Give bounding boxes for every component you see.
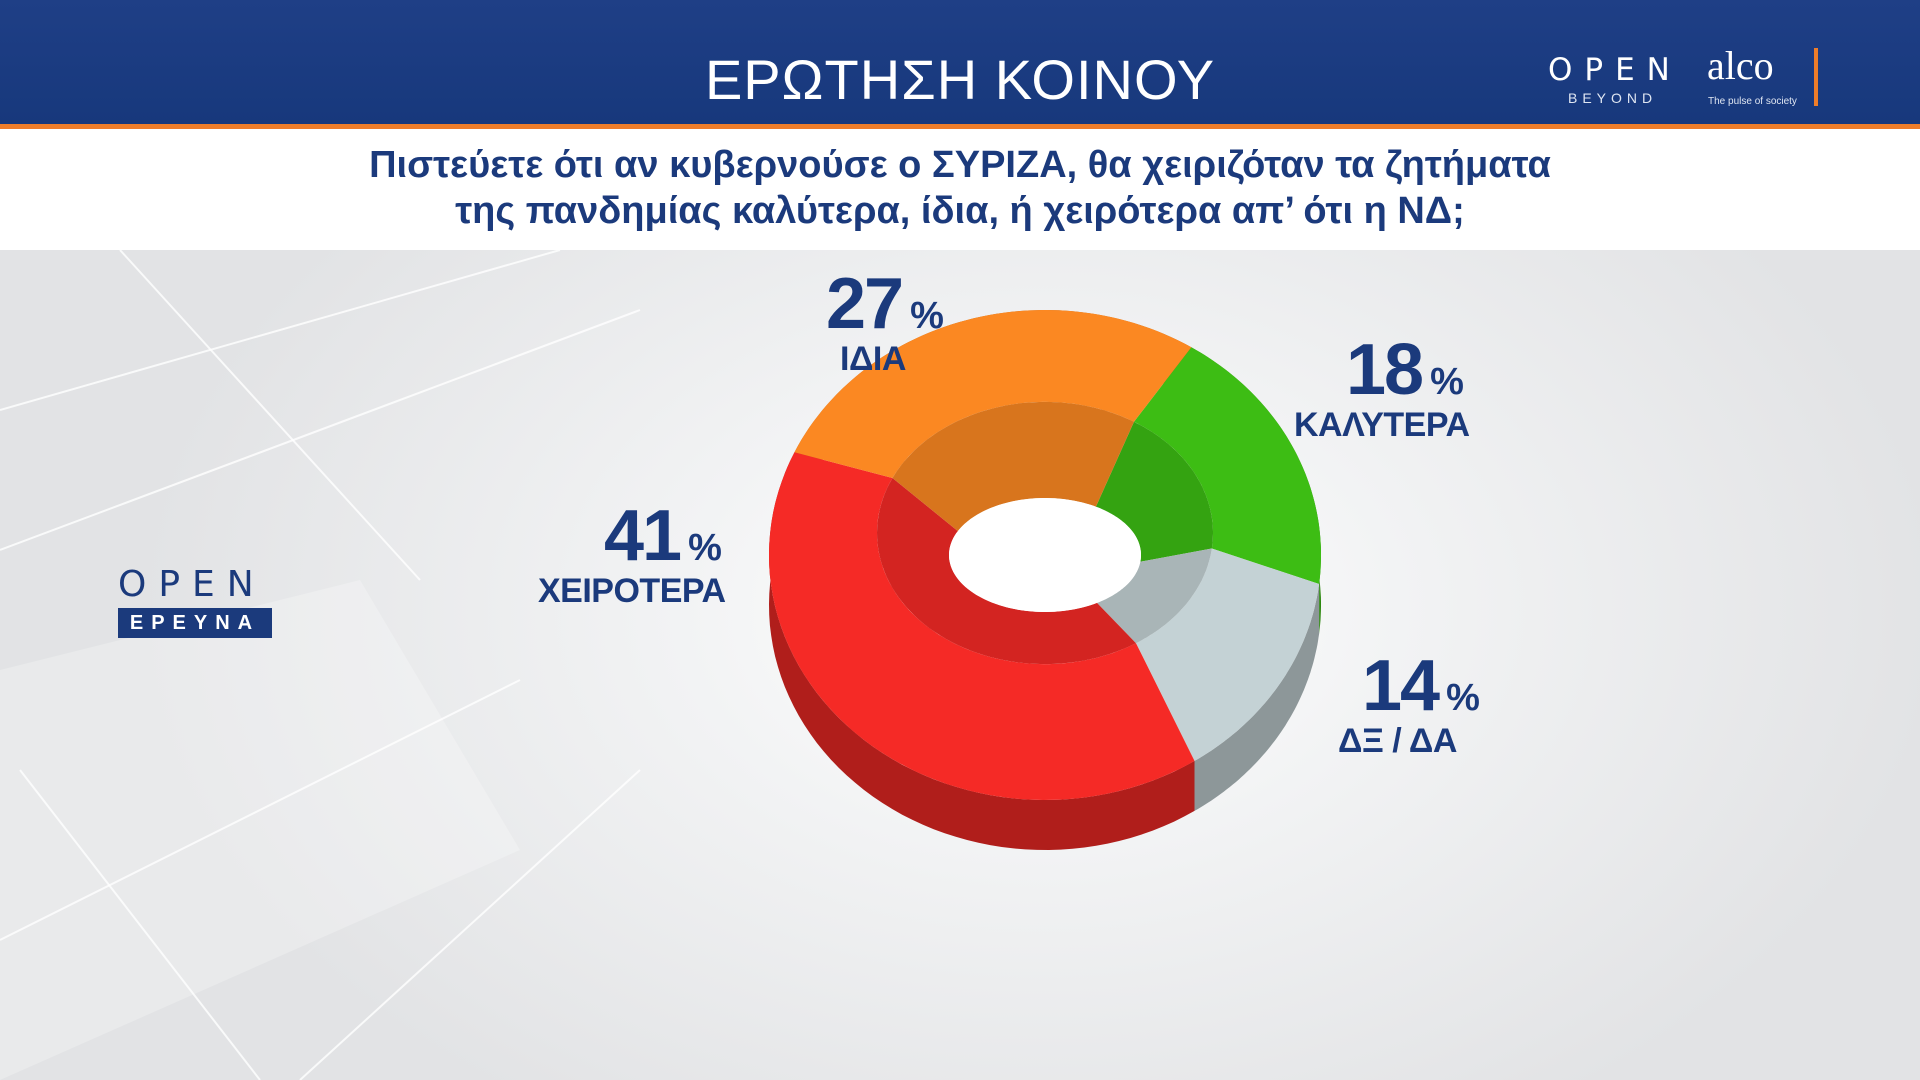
header-bar: ΕΡΩΤΗΣΗ ΚΟΙΝΟΥ OPEN BEYOND alco The puls…	[0, 0, 1920, 124]
question-box: Πιστεύετε ότι αν κυβερνούσε ο ΣΥΡΙΖΑ, θα…	[0, 129, 1920, 250]
donut-wall-1	[1194, 584, 1320, 811]
alco-tagline: The pulse of society	[1708, 96, 1797, 107]
category-label-idia: ΙΔΙΑ	[840, 340, 906, 378]
slice-label-xeirotera: 41% ΧΕΙΡΟΤΕΡΑ	[538, 500, 726, 610]
donut-slice-1	[1136, 548, 1320, 761]
question-line-2: της πανδημίας καλύτερα, ίδια, ή χειρότερ…	[455, 190, 1465, 232]
donut-inner-1	[1097, 548, 1212, 644]
data-label-kalytera: 18	[1346, 330, 1424, 410]
donut-inner-2	[877, 478, 1136, 665]
percent-sign: %	[910, 295, 944, 337]
category-label-xeirotera: ΧΕΙΡΟΤΕΡΑ	[538, 572, 726, 610]
donut-inner-3	[892, 401, 1134, 532]
alco-brand-logo: alco	[1707, 43, 1774, 88]
percent-sign: %	[688, 527, 722, 569]
percent-sign: %	[1430, 361, 1464, 403]
donut-wall-2	[769, 452, 1195, 850]
donut-slice-2	[769, 452, 1195, 800]
slice-label-kalytera: 18% ΚΑΛΥΤΕΡΑ	[1294, 334, 1470, 444]
header-accent-stripe	[0, 124, 1920, 129]
donut-slice-3	[794, 310, 1192, 478]
category-label-kalytera: ΚΑΛΥΤΕΡΑ	[1294, 406, 1470, 444]
data-label-dxda: 14	[1362, 646, 1440, 726]
donut-hole	[949, 498, 1141, 612]
donut-inner-0	[1095, 421, 1213, 562]
data-label-idia: 27	[826, 264, 904, 344]
slice-label-idia: 27% ΙΔΙΑ	[826, 268, 944, 378]
question-line-1: Πιστεύετε ότι αν κυβερνούσε ο ΣΥΡΙΖΑ, θα…	[369, 144, 1551, 186]
category-label-dxda: ΔΞ / ΔΑ	[1338, 722, 1457, 760]
background-decoration	[0, 250, 641, 1080]
slice-label-dxda: 14% ΔΞ / ΔΑ	[1338, 650, 1480, 760]
page-title: ΕΡΩΤΗΣΗ ΚΟΙΝΟΥ	[704, 48, 1216, 111]
open-brand-logo: OPEN	[1548, 52, 1682, 88]
open-erevna-logo: OPEN ΕΡΕΥΝΑ	[118, 566, 274, 638]
donut-slice-0	[1134, 347, 1321, 584]
brand-divider	[1814, 48, 1818, 106]
data-label-xeirotera: 41	[604, 496, 682, 576]
open-beyond-label: BEYOND	[1568, 90, 1658, 106]
percent-sign: %	[1446, 677, 1480, 719]
open-logo-badge: ΕΡΕΥΝΑ	[118, 608, 272, 638]
open-logo-word: OPEN	[118, 564, 266, 605]
